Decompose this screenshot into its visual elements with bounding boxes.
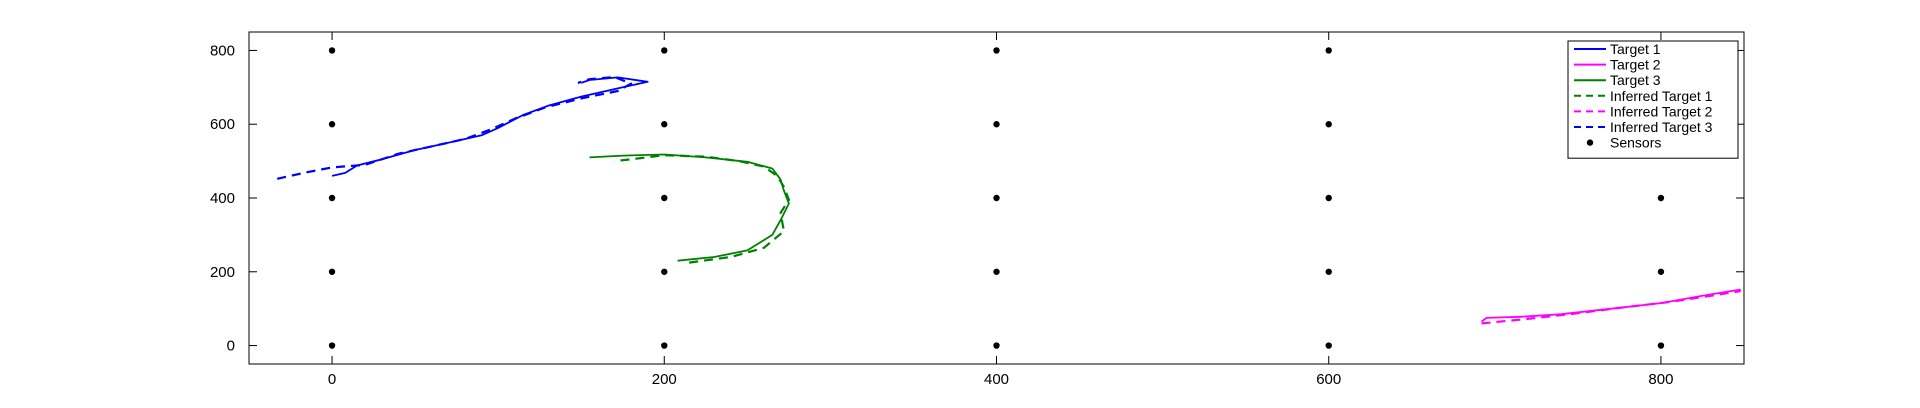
legend-item: Target 2 (1574, 57, 1661, 73)
y-tick-label: 800 (210, 42, 235, 59)
sensor-point (1325, 342, 1332, 349)
legend-item: Inferred Target 3 (1574, 119, 1713, 135)
sensor-point (993, 194, 1000, 202)
legend-marker (1586, 139, 1594, 146)
series-inferred-target-2-line (1481, 289, 1741, 325)
sensor-point (1325, 268, 1332, 275)
x-tick-label: 200 (652, 371, 677, 388)
legend-item: Target 1 (1574, 41, 1661, 57)
legend-label: Target 3 (1610, 72, 1661, 88)
legend-label: Inferred Target 3 (1610, 119, 1713, 135)
legend-item: Sensors (1586, 135, 1661, 151)
sensor-point (993, 47, 1000, 54)
series-inferred-target-1-line (614, 154, 790, 264)
sensor-point (328, 47, 336, 54)
legend-label: Inferred Target 1 (1610, 88, 1713, 104)
sensor-point (1325, 47, 1332, 54)
sensor-point (661, 342, 668, 349)
y-tick-label: 0 (227, 338, 235, 355)
x-tick-label: 0 (328, 371, 336, 388)
legend-box (1567, 40, 1739, 159)
sensor-point (1325, 121, 1332, 128)
sensor-point (993, 268, 1000, 275)
series-layer (276, 47, 1741, 349)
sensor-point (661, 194, 668, 202)
y-tick-label: 200 (210, 264, 235, 281)
sensor-point (328, 268, 336, 275)
series-sensors (328, 47, 1665, 349)
legend-label: Sensors (1610, 135, 1661, 151)
sensor-point (993, 121, 1000, 128)
sensor-point (661, 47, 668, 54)
sensor-point (328, 121, 336, 128)
series-inferred-target-3-line (276, 75, 633, 180)
ticks: 0 200 400 600 800 0 200 400 600 800 (210, 32, 1744, 388)
legend-label: Inferred Target 2 (1610, 103, 1713, 119)
y-tick-label: 400 (210, 190, 235, 207)
x-tick-label: 800 (1648, 371, 1673, 388)
legend-label: Target 1 (1610, 41, 1661, 57)
sensor-point (661, 268, 668, 275)
sensor-point (1657, 268, 1665, 275)
x-tick-label: 600 (1316, 371, 1341, 388)
x-tick-label: 400 (984, 371, 1009, 388)
sensor-point (1325, 194, 1332, 202)
sensor-point (993, 342, 1000, 349)
legend-item: Target 3 (1574, 72, 1661, 88)
sensor-point (1657, 194, 1665, 202)
sensor-point (1657, 342, 1665, 349)
legend-item: Inferred Target 1 (1574, 88, 1713, 104)
sensor-point (661, 121, 668, 128)
legend-item: Inferred Target 2 (1574, 103, 1713, 119)
legend-label: Target 2 (1610, 57, 1661, 73)
sensor-point (328, 342, 336, 349)
sensor-point (328, 194, 336, 202)
y-tick-label: 600 (210, 116, 235, 133)
